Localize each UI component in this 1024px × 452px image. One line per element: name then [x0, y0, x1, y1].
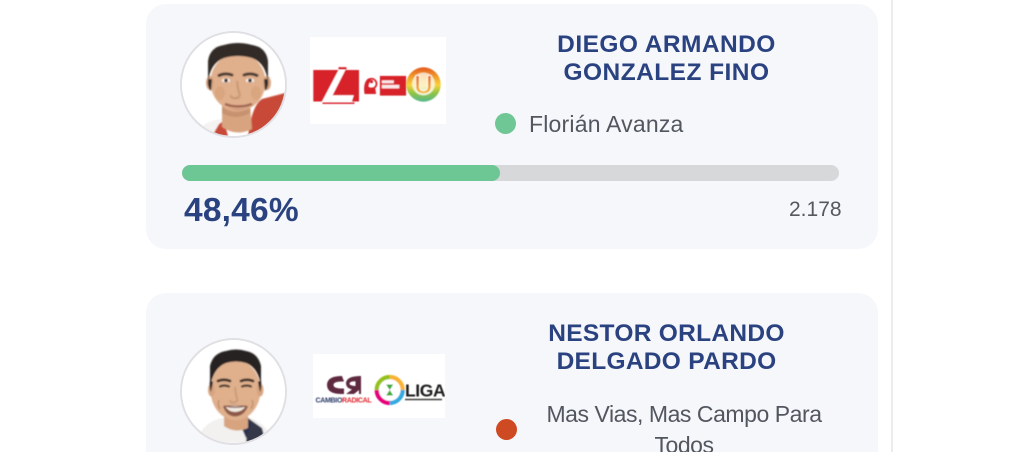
svg-text:CAMBIO: CAMBIO: [316, 398, 343, 405]
svg-text:RADICAL: RADICAL: [342, 398, 372, 405]
svg-text:U: U: [414, 70, 433, 100]
svg-text:LIGA: LIGA: [405, 381, 445, 401]
